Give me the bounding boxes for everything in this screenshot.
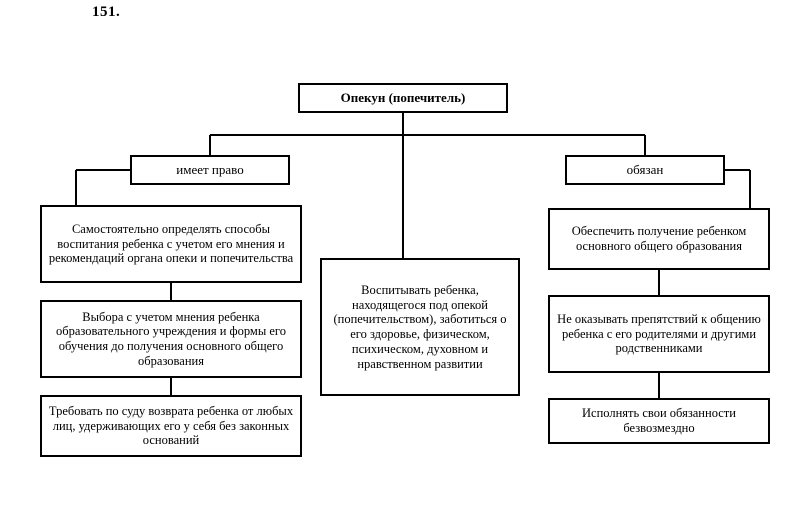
node-l1-label: Самостоятельно определять способы воспит…	[48, 222, 294, 266]
node-l2-label: Выбора с учетом мнения ребенка образоват…	[48, 310, 294, 369]
node-root: Опекун (попечитель)	[298, 83, 508, 113]
node-r3-label: Исполнять свои обязанности безвозмездно	[556, 406, 762, 436]
node-l3-label: Требовать по суду возврата ребенка от лю…	[48, 404, 294, 448]
node-has-right: имеет право	[130, 155, 290, 185]
node-r2-label: Не оказывать препятствий к общению ребен…	[556, 312, 762, 356]
node-left-3: Требовать по суду возврата ребенка от лю…	[40, 395, 302, 457]
page-number: 151.	[92, 4, 120, 21]
node-mid-label: Воспитывать ребенка, находящегося под оп…	[328, 283, 512, 372]
node-left-1: Самостоятельно определять способы воспит…	[40, 205, 302, 283]
node-left-2: Выбора с учетом мнения ребенка образоват…	[40, 300, 302, 378]
node-left-label: имеет право	[176, 162, 243, 177]
node-middle: Воспитывать ребенка, находящегося под оп…	[320, 258, 520, 396]
node-right-1: Обеспечить получение ребенком основного …	[548, 208, 770, 270]
node-right-2: Не оказывать препятствий к общению ребен…	[548, 295, 770, 373]
node-obliged: обязан	[565, 155, 725, 185]
node-right-3: Исполнять свои обязанности безвозмездно	[548, 398, 770, 444]
node-right-label: обязан	[627, 162, 664, 177]
node-root-label: Опекун (попечитель)	[341, 90, 466, 105]
node-r1-label: Обеспечить получение ребенком основного …	[556, 224, 762, 254]
diagram-page: 151. Опекун (попечитель) имеет право обя…	[0, 0, 800, 511]
